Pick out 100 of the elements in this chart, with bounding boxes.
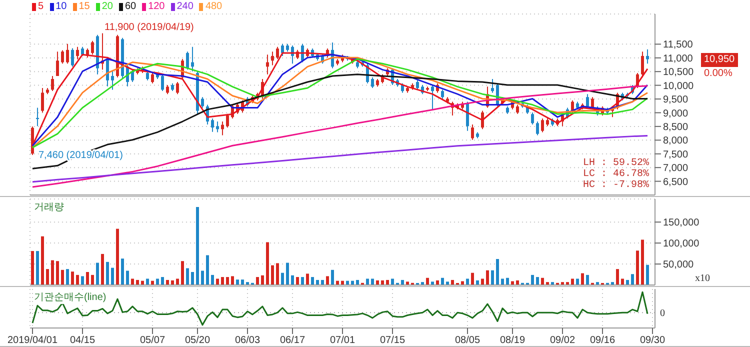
y-tick-label: 11,500 (663, 40, 694, 51)
bar (326, 276, 329, 285)
bar (91, 274, 94, 285)
bar (291, 275, 294, 285)
y-tick-label: 7,000 (663, 163, 688, 174)
candlestick (646, 48, 649, 64)
legend-label: 120 (147, 0, 165, 13)
candlestick (641, 51, 644, 78)
annotation: LH : 59.52% (582, 158, 649, 169)
candlestick (186, 51, 189, 70)
candlestick (201, 96, 204, 108)
candlestick (111, 70, 114, 90)
candlestick (41, 88, 44, 113)
candlestick (81, 46, 84, 56)
x-tick-label: 05/20 (184, 335, 210, 346)
bar (236, 280, 239, 285)
y-tick-label: 6,500 (663, 176, 688, 188)
annotation: LC : 46.78% (582, 169, 649, 180)
bar (541, 278, 544, 285)
y-tick-label: 8,500 (663, 122, 688, 133)
candlestick (416, 80, 419, 90)
x-tick-label: 05/07 (140, 335, 166, 346)
bar (176, 278, 179, 285)
bar (161, 277, 164, 285)
ref-line-label: 0 (660, 308, 665, 320)
bar (616, 269, 619, 285)
x-tick-label: 09/30 (640, 335, 666, 346)
bar (536, 277, 539, 285)
bar (31, 251, 34, 285)
bar (406, 282, 409, 285)
bar (106, 262, 109, 285)
bar (86, 272, 89, 285)
x-tick-label: 07/15 (380, 335, 406, 346)
bar (211, 274, 214, 285)
annotation: 11,900 (2019/04/19) (104, 22, 194, 34)
bar (371, 278, 374, 285)
line-series (32, 74, 648, 170)
x-tick-label: 09/16 (590, 335, 616, 346)
bar (451, 280, 454, 285)
x-tick-label: 07/01 (330, 335, 356, 346)
bar (266, 242, 269, 285)
candlestick (491, 78, 494, 94)
bar (641, 240, 644, 285)
bar (281, 272, 284, 285)
bar (286, 262, 289, 285)
x-tick-label: 2019/04/01 (7, 335, 58, 346)
candlestick (51, 75, 54, 92)
bar (101, 254, 104, 285)
bar (146, 278, 149, 285)
legend-label: 240 (176, 0, 194, 13)
bar (311, 277, 314, 285)
bar (366, 278, 369, 285)
x-tick-label: 04/15 (70, 335, 96, 346)
bar (496, 258, 499, 285)
bar (501, 278, 504, 285)
bar (256, 277, 259, 285)
bar (136, 280, 139, 285)
candlestick (536, 121, 539, 136)
legend-label: 15 (78, 0, 90, 13)
candlestick (191, 46, 194, 72)
bar (466, 278, 469, 285)
bar (111, 268, 114, 285)
candlestick (221, 121, 224, 136)
bar (306, 274, 309, 285)
y-axis-title: x10 (695, 273, 710, 284)
y-tick-label: 8,000 (663, 136, 688, 147)
candlestick (161, 74, 164, 92)
candlestick (61, 50, 64, 64)
chart-title: 기관순매수(line) (34, 290, 106, 304)
candlestick (56, 51, 59, 76)
bar (426, 278, 429, 285)
bar (646, 264, 649, 285)
legend-label: 20 (100, 0, 113, 13)
y-tick-label: 7,500 (663, 149, 688, 160)
bar (356, 280, 359, 285)
x-tick-label: 09/02 (550, 335, 576, 346)
bar (486, 270, 489, 285)
bar (76, 274, 79, 285)
bar (181, 261, 184, 285)
bar (191, 272, 194, 285)
candlestick (281, 43, 284, 56)
y-tick-label: 9,500 (663, 94, 688, 106)
legend-label: 480 (204, 0, 222, 13)
candlestick (401, 82, 404, 94)
bar (156, 278, 159, 285)
bar (71, 272, 74, 285)
bar (296, 277, 299, 285)
candlestick (471, 124, 474, 140)
bar (206, 255, 209, 285)
bar (431, 282, 434, 285)
bar (66, 269, 69, 285)
bar (331, 270, 334, 285)
bar (231, 276, 234, 285)
bar (46, 269, 49, 285)
candlestick (216, 121, 219, 133)
bar (506, 278, 509, 285)
candlestick (211, 118, 214, 132)
bar (391, 278, 394, 285)
candlestick (586, 94, 589, 108)
candlestick (36, 107, 39, 127)
